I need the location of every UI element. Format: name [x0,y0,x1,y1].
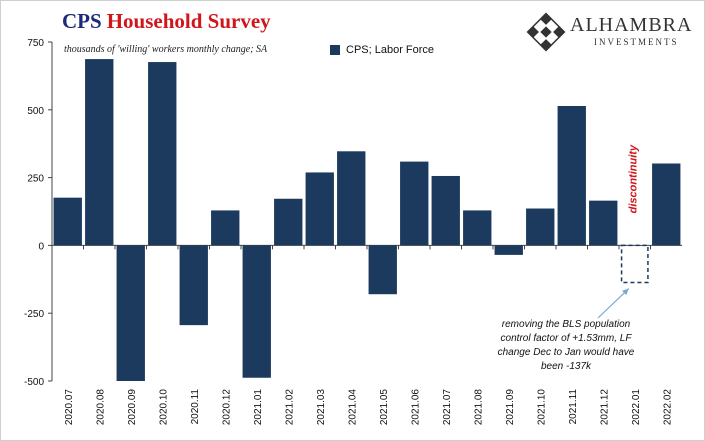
bar-2022.02 [652,163,681,246]
x-tick-label: 2021.03 [316,389,327,426]
bar-2021.02 [274,198,303,246]
y-tick-label: 500 [27,106,44,117]
bar-2021.06 [400,161,429,246]
diamond-logo-icon [526,12,566,52]
discontinuity-label: discontinuity [628,144,640,213]
y-tick-label: 250 [27,174,44,185]
bar-2021.09 [494,245,523,255]
x-tick-label: 2021.01 [253,389,264,426]
x-tick-label: 2022.02 [662,389,673,426]
bar-2020.07 [53,197,82,246]
bar-2021.03 [305,172,334,246]
x-tick-label: 2021.12 [599,389,610,426]
bar-2020.11 [179,245,208,326]
bar-2021.11 [557,106,586,246]
title-part-1: CPS [62,9,102,33]
bar-2021.05 [368,245,397,295]
x-tick-label: 2020.08 [95,389,106,426]
chart-title: CPS Household Survey [62,9,271,34]
bar-2021.01 [242,245,271,378]
bar-2020.12 [211,210,240,246]
bar-2021.08 [463,210,492,246]
alhambra-logo: ALHAMBRA INVESTMENTS [526,10,696,52]
bar-2021.07 [431,175,460,246]
x-tick-label: 2022.01 [631,389,642,426]
x-tick-label: 2021.02 [284,389,295,426]
legend-swatch [330,45,340,55]
x-tick-label: 2020.11 [190,389,201,425]
bar-2020.09 [116,245,145,381]
x-tick-label: 2020.10 [158,389,169,426]
x-tick-label: 2021.10 [536,389,547,426]
annotation-arrowhead [622,288,629,296]
x-tick-label: 2021.06 [410,389,421,426]
x-tick-label: 2021.04 [347,389,358,426]
x-tick-label: 2020.07 [64,389,75,426]
x-tick-label: 2020.09 [127,389,138,426]
bar-2020.08 [85,59,114,246]
x-tick-label: 2020.12 [221,389,232,426]
annotation-note: removing the BLS population control fact… [497,319,635,372]
y-tick-label: 0 [38,241,44,252]
bar-2021.12 [589,200,618,246]
x-tick-label: 2021.11 [568,389,579,425]
bar-2021.04 [337,151,366,246]
annotation-arrow [597,288,630,319]
counterfactual-box [620,244,649,284]
logo-sub: INVESTMENTS [594,37,679,47]
y-tick-label: 750 [27,38,44,49]
title-part-2: Household Survey [106,9,271,33]
chart-subtitle: thousands of 'willing' workers monthly c… [64,44,268,55]
y-tick-label: -250 [24,309,44,320]
legend-label: CPS; Labor Force [346,44,435,56]
x-tick-label: 2021.07 [442,389,453,426]
logo-brand: ALHAMBRA [570,14,693,36]
legend: CPS; Labor Force [330,44,434,56]
bar-2020.10 [148,62,177,246]
x-tick-label: 2021.05 [379,389,390,426]
x-tick-label: 2021.09 [505,389,516,426]
y-tick-label: -500 [24,377,44,388]
x-tick-label: 2021.08 [473,389,484,426]
bar-2021.10 [526,208,555,246]
